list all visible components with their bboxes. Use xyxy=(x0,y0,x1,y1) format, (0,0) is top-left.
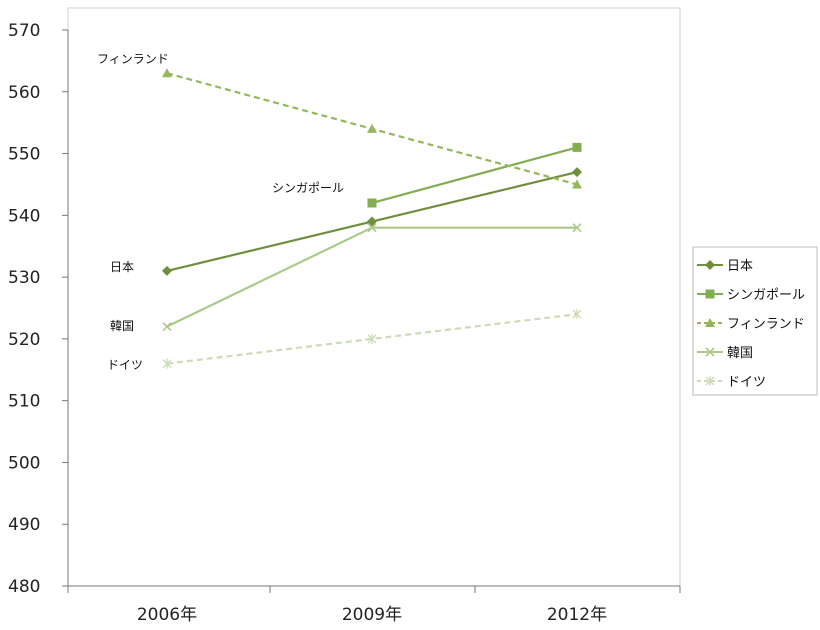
y-tick-label: 490 xyxy=(8,515,40,535)
legend-item: フィンランド xyxy=(697,317,805,332)
legend-label: 日本 xyxy=(727,259,753,274)
y-tick-label: 520 xyxy=(8,330,40,350)
y-tick-label: 560 xyxy=(8,83,40,103)
legend-swatch-marker xyxy=(705,347,715,357)
legend-label: ドイツ xyxy=(727,375,766,390)
annotation-label: 日本 xyxy=(110,260,134,274)
legend-item: シンガポール xyxy=(697,288,805,303)
x-tick-label: 2009年 xyxy=(342,605,402,625)
y-tick-label: 480 xyxy=(8,577,40,597)
y-tick-label: 550 xyxy=(8,145,40,165)
x-axis-ticks: 2006年 2009年 2012年 xyxy=(67,586,681,625)
y-tick-label: 530 xyxy=(8,268,40,288)
series-line xyxy=(166,226,577,328)
series-line xyxy=(166,313,578,365)
legend-label: フィンランド xyxy=(727,317,805,332)
data-point xyxy=(162,68,172,78)
annotation-label: シンガポール xyxy=(272,181,344,195)
legend-item: 韓国 xyxy=(697,346,753,361)
annotation-label: フィンランド xyxy=(97,52,169,66)
y-tick-label: 500 xyxy=(8,453,40,473)
y-tick-label: 570 xyxy=(8,21,40,41)
legend-box xyxy=(692,246,818,396)
series-4 xyxy=(162,309,582,369)
data-point xyxy=(162,358,172,369)
data-point xyxy=(367,198,377,208)
plot-area-border xyxy=(67,7,681,587)
legend-label: 韓国 xyxy=(727,346,753,361)
series-0 xyxy=(162,167,582,276)
x-tick-label: 2012年 xyxy=(547,605,607,625)
series-2 xyxy=(162,68,582,189)
series-3 xyxy=(162,223,582,332)
data-point xyxy=(367,223,377,233)
y-axis-ticks: 480 490 500 510 520 530 540 550 560 570 xyxy=(8,21,68,597)
legend-swatch-marker xyxy=(705,376,715,386)
legend-swatch-marker xyxy=(705,318,715,327)
y-tick-label: 540 xyxy=(8,206,40,226)
legend-item: ドイツ xyxy=(697,375,766,390)
data-point xyxy=(367,216,377,227)
data-point xyxy=(572,309,582,320)
series-group xyxy=(162,68,582,369)
legend-swatch-marker xyxy=(705,260,715,270)
annotation-label: 韓国 xyxy=(110,319,134,333)
data-point xyxy=(572,142,582,152)
data-point xyxy=(572,223,582,233)
data-point xyxy=(162,265,172,276)
annotation-label: ドイツ xyxy=(107,358,143,372)
data-point xyxy=(572,167,582,178)
legend-item: 日本 xyxy=(697,259,753,274)
series-1 xyxy=(367,142,582,208)
y-tick-label: 510 xyxy=(8,392,40,412)
data-point xyxy=(367,123,377,133)
x-tick-label: 2006年 xyxy=(137,605,197,625)
data-point xyxy=(367,333,377,344)
data-point xyxy=(572,179,582,189)
legend-label: シンガポール xyxy=(727,288,805,303)
series-line xyxy=(371,146,578,205)
data-point xyxy=(162,321,172,332)
legend-swatch-marker xyxy=(705,289,715,299)
